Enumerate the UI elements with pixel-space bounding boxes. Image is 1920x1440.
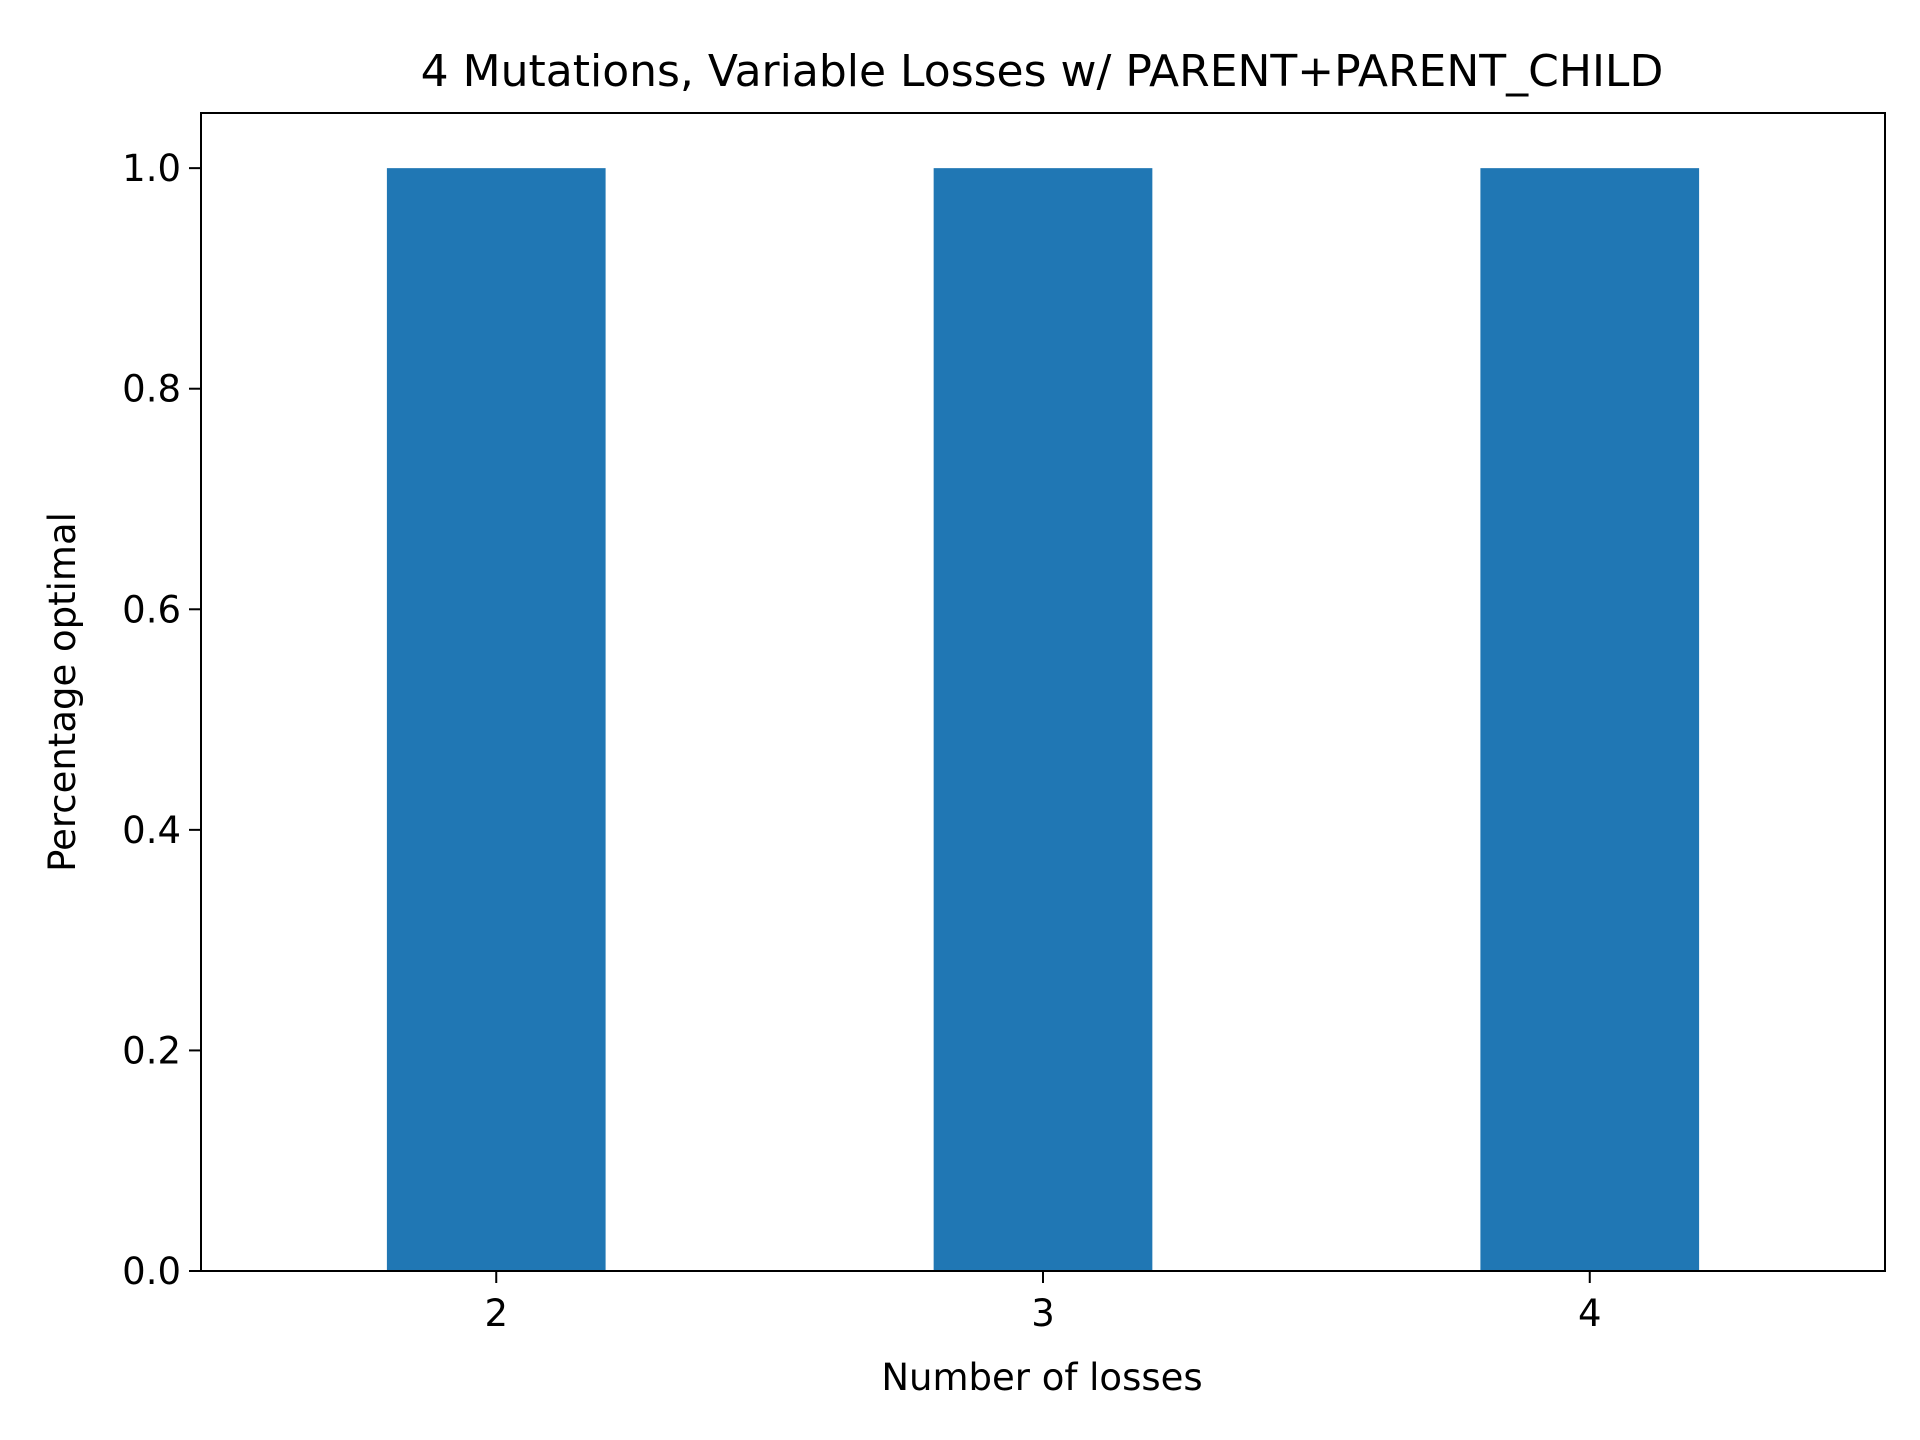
bar-2	[386, 168, 606, 1272]
y-tick-label: 0.8	[122, 368, 181, 411]
y-tick-label: 0.6	[122, 588, 181, 631]
chart-title: 4 Mutations, Variable Losses w/ PARENT+P…	[421, 46, 1664, 97]
y-axis-label: Percentage optimal	[41, 512, 84, 872]
x-tick-label: 4	[1578, 1292, 1602, 1335]
x-axis-ticks: 2 3 4	[484, 1271, 1602, 1335]
y-tick-label: 0.2	[122, 1029, 181, 1072]
bar-4	[1480, 168, 1700, 1272]
x-tick-label: 2	[484, 1292, 508, 1335]
x-axis-label: Number of losses	[881, 1356, 1202, 1399]
y-tick-label: 0.4	[122, 809, 181, 852]
x-tick-label: 3	[1031, 1292, 1055, 1335]
y-tick-label: 0.0	[122, 1250, 181, 1293]
y-tick-label: 1.0	[122, 147, 181, 190]
bar-3	[933, 168, 1153, 1272]
y-axis-ticks: 0.0 0.2 0.4 0.6 0.8 1.0	[122, 147, 201, 1293]
bars-group	[386, 168, 1700, 1272]
